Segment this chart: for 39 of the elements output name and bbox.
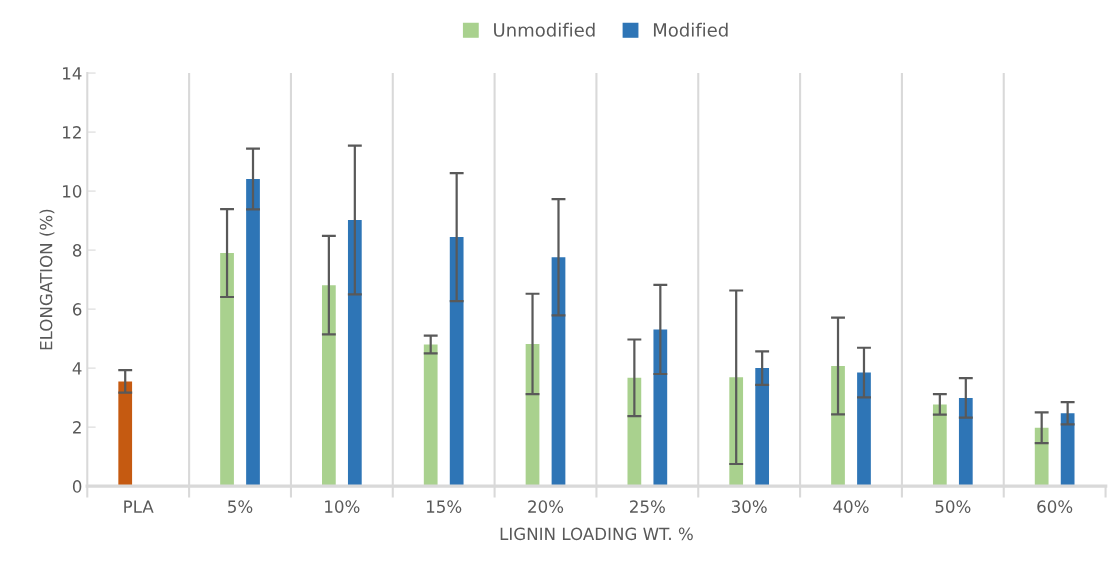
x-tick-label: 5% — [228, 500, 253, 513]
bar — [932, 404, 947, 487]
y-tick-label: 14 — [63, 67, 82, 80]
bar — [423, 344, 438, 487]
x-tick-label: 10% — [325, 500, 360, 513]
x-tick-label: 15% — [426, 500, 462, 513]
bar — [220, 253, 234, 487]
y-tick-label: 6 — [72, 303, 82, 316]
y-tick-label: 4 — [72, 362, 82, 375]
bar — [322, 285, 336, 487]
y-tick-label: 12 — [63, 126, 81, 139]
y-axis-title: ELONGATION (%) — [39, 209, 55, 350]
x-tick-label: 40% — [833, 500, 869, 513]
x-axis-title: LIGNIN LOADING WT. % — [500, 527, 693, 541]
y-tick-label: 10 — [63, 185, 82, 198]
bar — [347, 219, 362, 487]
bar — [551, 257, 566, 487]
bar — [857, 372, 871, 487]
bar — [118, 381, 133, 487]
bar — [755, 368, 770, 487]
bar — [1034, 427, 1049, 487]
x-tick-label: 25% — [630, 500, 665, 513]
y-tick-label: 2 — [73, 421, 81, 434]
x-tick-label: 20% — [528, 500, 564, 513]
x-tick-label: 30% — [731, 500, 767, 513]
bar — [653, 329, 668, 487]
y-tick-label: 0 — [72, 480, 82, 493]
legend-label: Modified — [653, 22, 728, 37]
bar — [449, 237, 464, 487]
legend-label: Unmodified — [494, 22, 595, 37]
y-tick-label: 8 — [72, 244, 82, 257]
bar — [627, 377, 642, 487]
bar — [1060, 413, 1075, 487]
x-tick-label: 60% — [1037, 500, 1073, 513]
bar — [831, 366, 845, 487]
x-tick-label: PLA — [124, 500, 154, 513]
bar — [958, 397, 973, 487]
x-tick-label: 50% — [935, 500, 971, 513]
bar — [246, 178, 260, 487]
